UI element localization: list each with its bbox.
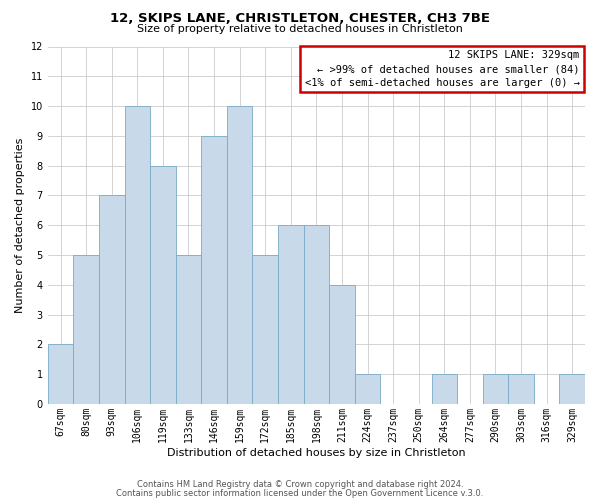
Bar [329,285,355,404]
Text: Size of property relative to detached houses in Christleton: Size of property relative to detached ho… [137,24,463,34]
Bar [99,196,125,404]
Y-axis label: Number of detached properties: Number of detached properties [15,138,25,313]
Bar [278,225,304,404]
X-axis label: Distribution of detached houses by size in Christleton: Distribution of detached houses by size … [167,448,466,458]
Bar [431,374,457,404]
Bar [559,374,585,404]
Text: 12 SKIPS LANE: 329sqm
← >99% of detached houses are smaller (84)
<1% of semi-det: 12 SKIPS LANE: 329sqm ← >99% of detached… [305,50,580,88]
Text: Contains public sector information licensed under the Open Government Licence v.: Contains public sector information licen… [116,488,484,498]
Bar [482,374,508,404]
Bar [253,255,278,404]
Bar [201,136,227,404]
Bar [73,255,99,404]
Bar [508,374,534,404]
Bar [227,106,253,404]
Bar [125,106,150,404]
Bar [355,374,380,404]
Bar [48,344,73,404]
Bar [176,255,201,404]
Bar [150,166,176,404]
Bar [304,225,329,404]
Text: Contains HM Land Registry data © Crown copyright and database right 2024.: Contains HM Land Registry data © Crown c… [137,480,463,489]
Text: 12, SKIPS LANE, CHRISTLETON, CHESTER, CH3 7BE: 12, SKIPS LANE, CHRISTLETON, CHESTER, CH… [110,12,490,26]
